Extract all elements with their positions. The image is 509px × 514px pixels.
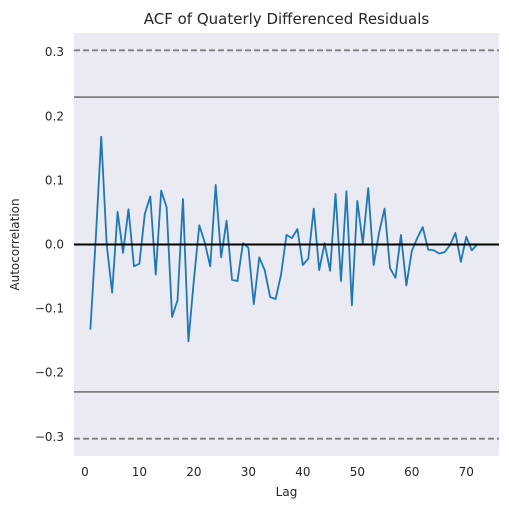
x-tick-label: 60 bbox=[404, 465, 419, 479]
x-tick-label: 70 bbox=[459, 465, 474, 479]
x-tick-label: 30 bbox=[241, 465, 256, 479]
y-tick-label: 0.3 bbox=[45, 45, 64, 59]
y-tick-label: −0.2 bbox=[35, 366, 64, 380]
chart-title: ACF of Quaterly Differenced Residuals bbox=[144, 10, 430, 28]
x-tick-label: 20 bbox=[186, 465, 201, 479]
x-tick-label: 40 bbox=[295, 465, 310, 479]
y-axis-label: Autocorrelation bbox=[8, 198, 22, 290]
y-tick-label: 0.1 bbox=[45, 173, 64, 187]
x-tick-label: 10 bbox=[132, 465, 147, 479]
x-axis-label: Lag bbox=[276, 485, 298, 499]
x-axis-ticks: 0 10 20 30 40 50 60 70 bbox=[81, 465, 474, 479]
y-axis-ticks: −0.3 −0.2 −0.1 0.0 0.1 0.2 0.3 bbox=[35, 45, 64, 444]
y-tick-label: −0.1 bbox=[35, 302, 64, 316]
y-tick-label: 0.2 bbox=[45, 109, 64, 123]
y-tick-label: −0.3 bbox=[35, 430, 64, 444]
reference-lines bbox=[74, 49, 499, 440]
x-tick-label: 0 bbox=[81, 465, 89, 479]
acf-series-line bbox=[89, 135, 478, 343]
x-tick-label: 50 bbox=[350, 465, 365, 479]
y-tick-label: 0.0 bbox=[45, 238, 64, 252]
